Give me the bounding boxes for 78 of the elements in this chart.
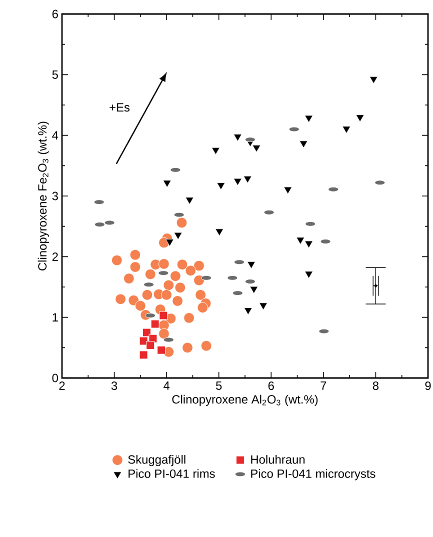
y-tick-label: 1: [52, 313, 58, 322]
point: [161, 289, 172, 300]
legend-label: Pico PI-041 rims: [128, 469, 215, 478]
point: [200, 340, 212, 352]
point: [172, 296, 183, 306]
point: [252, 144, 261, 152]
x-tick-label: 3: [111, 382, 118, 390]
point: [176, 217, 188, 228]
point: [170, 270, 181, 282]
point: [185, 265, 196, 276]
point: [369, 76, 378, 84]
x-tick-label: 4: [164, 382, 170, 390]
annotation: +Es: [110, 103, 130, 112]
legend-label: Holuhraun: [251, 454, 305, 464]
point: [158, 328, 170, 340]
point: [356, 114, 364, 122]
point: [284, 186, 292, 194]
y-tick-label: 5: [52, 70, 58, 79]
point: [184, 312, 194, 324]
x-tick-label: 2: [59, 382, 65, 390]
point: [142, 289, 153, 300]
x-tick-label: 9: [425, 382, 431, 390]
y-tick-label: 3: [52, 192, 58, 200]
x-tick-label: 6: [268, 382, 274, 390]
point: [234, 178, 242, 186]
point: [176, 259, 188, 270]
point: [243, 176, 252, 184]
point: [134, 300, 146, 312]
point: [247, 261, 256, 269]
point: [244, 308, 252, 315]
point: [158, 258, 170, 270]
point: [212, 147, 220, 155]
point: [304, 271, 313, 278]
point: [299, 140, 308, 148]
point: [139, 336, 148, 346]
point: [130, 262, 141, 272]
x-tick-label: 7: [320, 382, 326, 390]
point: [123, 273, 134, 284]
point: [259, 302, 268, 310]
point: [142, 328, 151, 337]
y-tick-label: 0: [52, 374, 58, 382]
point: [174, 232, 182, 240]
x-tick-label: 8: [372, 382, 379, 390]
point: [215, 228, 224, 236]
point: [159, 311, 168, 320]
point: [194, 274, 204, 286]
y-tick-label: 2: [52, 252, 58, 261]
point: [139, 350, 148, 360]
point: [146, 341, 155, 350]
point: [163, 280, 174, 291]
point: [174, 282, 186, 294]
x-axis-title: Clinopyroxene Al$_{2}$O$_{3}$ (wt.%): [172, 394, 318, 406]
point: [185, 197, 194, 204]
point: [130, 249, 141, 260]
point: [304, 115, 313, 123]
point: [111, 254, 122, 266]
legend-label: Pico PI-041 microcrysts: [251, 469, 376, 480]
y-axis-title: Clinopyroxene Fe$_{2}$O$_{3}$ (wt.%): [38, 122, 49, 270]
point: [162, 180, 172, 188]
legend-label: Skuggafjöll: [128, 454, 186, 466]
x-tick-label: 5: [216, 382, 222, 390]
point: [144, 268, 156, 280]
point: [304, 240, 313, 248]
point: [150, 320, 160, 328]
point: [195, 289, 206, 300]
point: [250, 286, 258, 294]
point: [157, 346, 166, 354]
point: [216, 182, 226, 190]
point: [197, 302, 208, 314]
point: [182, 342, 193, 354]
point: [115, 294, 126, 305]
point: [166, 239, 174, 246]
y-tick-label: 4: [52, 131, 58, 140]
point: [342, 126, 351, 134]
point: [234, 134, 242, 142]
point: [296, 237, 305, 244]
y-tick-label: 6: [52, 10, 58, 18]
point: [194, 260, 204, 272]
